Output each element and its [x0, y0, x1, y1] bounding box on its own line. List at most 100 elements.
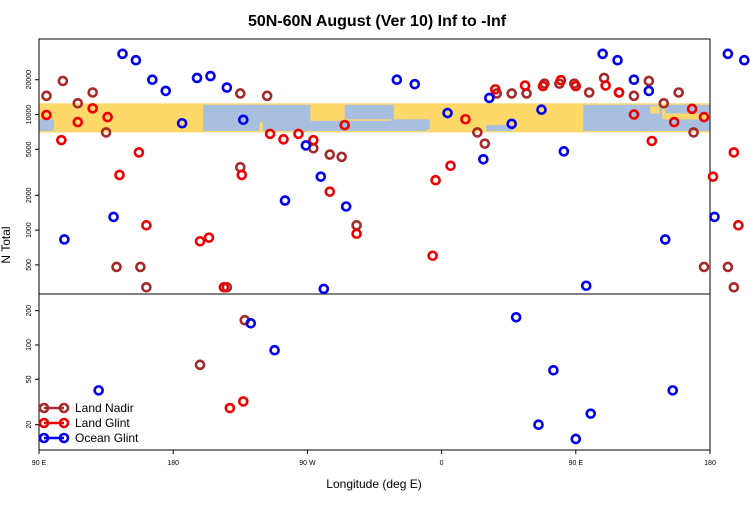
point-land-glint [224, 402, 236, 414]
point-land-nadir [479, 138, 491, 149]
point-ocean-glint [318, 283, 330, 295]
x-tick-label: 180 [704, 460, 716, 467]
y-axis-label: N Total [0, 226, 13, 263]
point-ocean-glint [484, 92, 495, 104]
map-ocean-region [203, 104, 260, 131]
y-tick-label: 2000 [26, 187, 33, 203]
point-ocean-glint [570, 433, 582, 445]
point-land-nadir [658, 98, 670, 109]
point-land-glint [427, 250, 438, 262]
y-tick-label: 5000 [26, 141, 33, 157]
point-ocean-glint [237, 114, 249, 126]
point-ocean-glint [147, 74, 158, 86]
map-land-region [449, 109, 472, 115]
point-ocean-glint [536, 104, 547, 116]
point-ocean-glint [59, 234, 70, 245]
point-ocean-glint [221, 82, 233, 93]
x-tick-label: 90 E [32, 460, 47, 467]
point-land-nadir [472, 127, 483, 138]
point-land-nadir [72, 98, 84, 109]
point-ocean-glint [628, 74, 640, 86]
y-tick-label: 10000 [26, 105, 33, 125]
point-land-nadir [111, 261, 122, 273]
legend-label-land-glint: Land Glint [75, 416, 130, 430]
point-ocean-glint [442, 107, 453, 119]
x-tick-label: 180 [167, 460, 179, 467]
point-land-glint [555, 74, 567, 86]
point-land-glint [628, 109, 640, 120]
point-land-nadir [351, 220, 362, 231]
point-ocean-glint [643, 85, 655, 97]
point-ocean-glint [315, 171, 327, 182]
point-ocean-glint [279, 195, 291, 206]
map-ocean-region [39, 119, 54, 131]
point-land-glint [72, 116, 84, 128]
map-ocean-region [250, 104, 311, 123]
x-tick-label: 90 W [299, 460, 316, 467]
map-land-region [188, 112, 201, 124]
point-land-nadir [336, 151, 347, 163]
point-ocean-glint [191, 72, 203, 84]
point-ocean-glint [205, 70, 216, 82]
point-ocean-glint [597, 48, 608, 60]
point-land-glint [537, 80, 549, 92]
point-land-nadir [141, 281, 152, 293]
point-land-nadir [87, 87, 98, 98]
y-tick-label: 20 [26, 421, 33, 429]
point-land-glint [460, 113, 471, 125]
legend-label-ocean-glint: Ocean Glint [75, 431, 139, 445]
point-land-glint [114, 169, 125, 181]
point-land-nadir [135, 261, 146, 273]
point-land-glint [707, 171, 719, 182]
point-land-nadir [673, 87, 684, 98]
point-land-glint [698, 111, 710, 123]
point-land-nadir [100, 127, 112, 138]
map-ocean-region [344, 104, 394, 120]
map-ocean-region [486, 125, 514, 131]
point-land-nadir [628, 90, 640, 102]
map-land-region [650, 106, 660, 114]
point-land-glint [264, 128, 276, 140]
x-tick-label: 0 [440, 460, 444, 467]
legend-marker-land-nadir [58, 402, 70, 414]
point-ocean-glint [722, 48, 734, 60]
y-tick-label: 20000 [26, 70, 33, 90]
point-ocean-glint [130, 54, 142, 66]
point-ocean-glint [659, 234, 671, 245]
point-ocean-glint [510, 311, 522, 323]
point-land-nadir [643, 75, 655, 87]
legend-label-land-nadir: Land Nadir [75, 401, 134, 415]
map-land-region [426, 107, 439, 114]
point-land-glint [351, 228, 362, 240]
y-tick-label: 100 [26, 339, 33, 351]
legend-marker-land-glint [38, 417, 50, 429]
point-land-nadir [583, 87, 595, 98]
x-axis-label: Longitude (deg E) [326, 477, 421, 491]
point-ocean-glint [176, 117, 188, 129]
point-land-glint [236, 169, 248, 181]
legend-marker-land-nadir [38, 402, 50, 414]
y-tick-label: 500 [26, 259, 33, 271]
y-tick-label: 1000 [26, 222, 33, 238]
point-land-glint [570, 80, 582, 92]
point-land-glint [102, 111, 113, 123]
point-land-glint [278, 134, 289, 145]
point-land-nadir [698, 261, 710, 273]
point-ocean-glint [478, 153, 489, 165]
point-ocean-glint [585, 408, 597, 419]
map-ocean-region [390, 119, 430, 130]
legend-marker-ocean-glint [58, 432, 70, 444]
point-land-glint [668, 116, 680, 128]
point-land-glint [87, 103, 98, 114]
point-ocean-glint [738, 54, 750, 66]
point-ocean-glint [160, 85, 172, 97]
point-land-glint [445, 160, 456, 172]
point-land-glint [41, 109, 52, 121]
point-land-glint [237, 396, 249, 407]
point-land-nadir [194, 359, 206, 371]
point-land-glint [430, 174, 441, 186]
point-ocean-glint [709, 211, 720, 223]
chart-title: 50N-60N August (Ver 10) Inf to -Inf [248, 13, 507, 30]
